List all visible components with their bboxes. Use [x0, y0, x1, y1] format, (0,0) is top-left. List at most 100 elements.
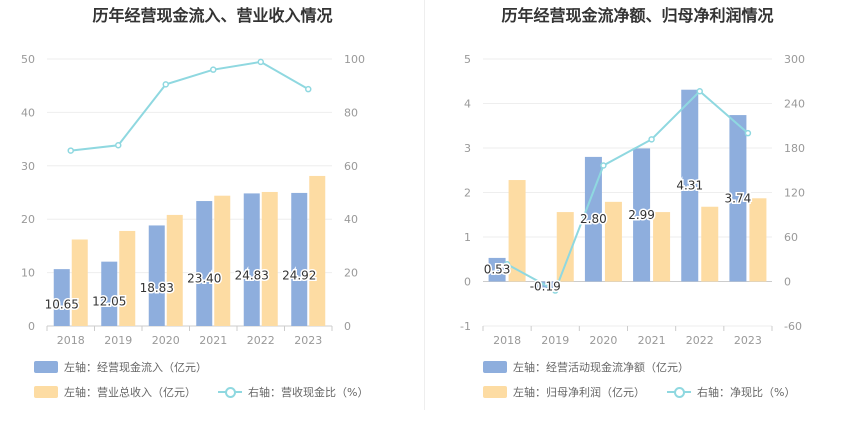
chart-plot-area: 0 10 20 30 40 50 0 20 40 60 80 100 2018 2019 2020 2021 2… — [21, 53, 365, 347]
x-tick-label: 2021 — [638, 334, 666, 347]
x-tick-label: 2018 — [57, 334, 85, 347]
y-left-tick-label: -1 — [460, 320, 471, 333]
x-tick-label: 2019 — [104, 334, 132, 347]
legend-label: 左轴：经营现金流入（亿元） — [64, 361, 207, 374]
y-right-tick-label: 80 — [344, 106, 358, 119]
legend-item-inflow[interactable]: 左轴：经营现金流入（亿元） — [34, 359, 207, 375]
line-point — [648, 136, 655, 143]
bar-revenue — [119, 230, 136, 326]
x-tick-label: 2021 — [199, 334, 227, 347]
y-right-tick-label: 120 — [784, 187, 805, 200]
legend-label: 右轴：净现比（%） — [697, 386, 796, 399]
y-right-tick-label: -60 — [784, 320, 802, 333]
bar-data-label: 24.83 — [235, 269, 269, 283]
bar-data-label: 0.53 — [484, 263, 511, 277]
bar-revenue — [166, 214, 183, 326]
legend-label: 右轴：营收现金比（%） — [248, 386, 369, 399]
y-left-tick-label: 0 — [464, 276, 471, 289]
bar-data-label: 2.80 — [580, 212, 607, 226]
legend-line-marker — [218, 386, 242, 398]
line-point — [600, 162, 607, 169]
bar-data-label: 23.40 — [187, 272, 221, 286]
legend-item-revenue[interactable]: 左轴：营业总收入（亿元） — [34, 384, 196, 400]
bar-data-label: 3.74 — [725, 191, 752, 205]
bar-data-label: 4.31 — [676, 179, 703, 193]
bar-data-label: 10.65 — [45, 297, 79, 311]
line-point — [305, 85, 312, 93]
y-left-tick-label: 2 — [464, 187, 471, 200]
y-right-tick-label: 40 — [344, 213, 358, 226]
chart-panel-netflow-profit: 历年经营现金流净额、归母净利润情况 -1 0 1 2 3 4 5 -60 0 60 120 180 24… — [425, 0, 850, 437]
x-tick-label: 2023 — [734, 334, 762, 347]
y-right-tick-label: 300 — [784, 53, 805, 66]
bar-netflow — [488, 257, 506, 282]
bar-netflow — [633, 148, 651, 282]
chart-title: 历年经营现金流入、营业收入情况 — [92, 6, 333, 25]
legend-item-netflow[interactable]: 左轴：经营活动现金流净额（亿元） — [483, 359, 689, 375]
legend-item-ratio[interactable]: 右轴：营收现金比（%） — [218, 384, 368, 400]
y-left-tick-label: 5 — [464, 53, 471, 66]
y-left-tick-label: 20 — [21, 213, 35, 226]
legend-swatch — [34, 386, 58, 398]
legend-swatch — [483, 361, 507, 373]
bar-inflow — [101, 261, 118, 326]
legend-label: 左轴：经营活动现金流净额（亿元） — [513, 361, 689, 374]
line-point — [162, 81, 169, 88]
y-left-tick-label: 40 — [21, 106, 35, 119]
y-right-tick-label: 0 — [344, 320, 351, 333]
legend-label: 左轴：营业总收入（亿元） — [64, 386, 196, 399]
series-line-ratio — [506, 89, 749, 292]
line-point — [552, 287, 559, 294]
line-point — [67, 147, 74, 154]
bar-profit — [556, 212, 574, 282]
bar-inflow — [53, 269, 70, 326]
bar-revenue — [309, 175, 326, 326]
y-right-tick-label: 240 — [784, 98, 805, 111]
bar-inflow — [196, 201, 213, 326]
bar-netflow — [729, 115, 747, 282]
panel-divider — [424, 0, 425, 410]
y-right-tick-label: 60 — [784, 231, 798, 244]
x-tick-label: 2022 — [686, 334, 714, 347]
bar-revenue — [261, 191, 278, 326]
y-left-tick-label: 3 — [464, 142, 471, 155]
bar-inflow — [243, 193, 260, 326]
bar-revenue — [71, 239, 88, 326]
bar-data-label: 18.83 — [140, 281, 174, 295]
legend-item-profit[interactable]: 左轴：归母净利润（亿元） — [483, 384, 645, 400]
y-left-tick-label: 30 — [21, 160, 35, 173]
bar-netflow — [584, 156, 602, 282]
bar-revenue — [214, 195, 231, 326]
bar-inflow — [148, 225, 165, 326]
x-tick-label: 2020 — [589, 334, 617, 347]
bar-profit — [604, 201, 622, 282]
legend-swatch — [483, 386, 507, 398]
line-point — [696, 88, 703, 95]
x-tick-label: 2023 — [294, 334, 322, 347]
y-left-tick-label: 0 — [28, 320, 35, 333]
y-left-tick-label: 4 — [464, 98, 471, 111]
x-tick-label: 2019 — [541, 334, 569, 347]
y-left-tick-label: 50 — [21, 53, 35, 66]
line-point — [115, 141, 122, 149]
x-tick-label: 2020 — [152, 334, 180, 347]
x-tick-label: 2018 — [493, 334, 521, 347]
bar-profit — [749, 198, 767, 282]
line-point — [210, 66, 217, 73]
y-right-tick-label: 100 — [344, 53, 365, 66]
y-right-tick-label: 60 — [344, 160, 358, 173]
bar-data-label: 12.05 — [92, 295, 126, 309]
bar-profit — [653, 212, 671, 282]
y-left-tick-label: 10 — [21, 267, 35, 280]
x-tick-label: 2022 — [247, 334, 275, 347]
series-line-ratio — [70, 60, 309, 152]
bar-profit — [701, 206, 719, 282]
bar-netflow — [681, 89, 699, 282]
legend-item-netratio[interactable]: 右轴：净现比（%） — [667, 384, 795, 400]
chart-panel-cashflow-revenue: 历年经营现金流入、营业收入情况 0 10 20 30 40 50 0 20 40 60 80 100 2… — [21, 6, 368, 400]
y-right-tick-label: 180 — [784, 142, 805, 155]
bar-profit — [508, 180, 526, 282]
line-point — [744, 129, 752, 137]
y-right-tick-label: 0 — [784, 276, 791, 289]
legend-line-marker — [667, 386, 691, 398]
